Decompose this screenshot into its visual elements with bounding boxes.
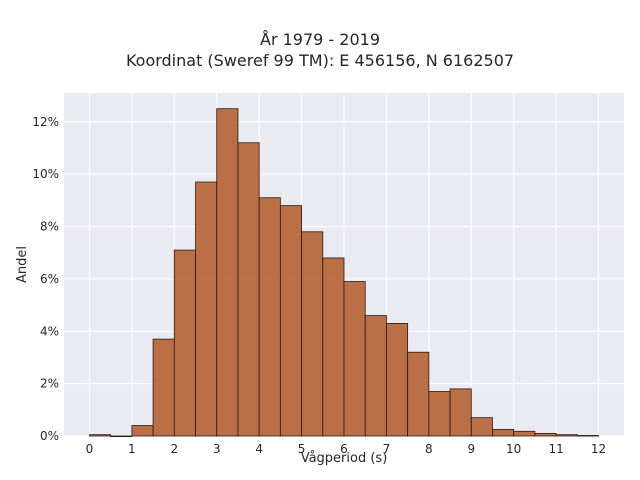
x-tick-label: 9 (467, 442, 475, 456)
histogram-bar (322, 257, 345, 437)
x-tick-label: 8 (425, 442, 433, 456)
y-axis-ticks: 0% 2% 4% 6% 8% 10% 12% (32, 115, 59, 443)
histogram-bar (258, 197, 281, 437)
histogram-bar (364, 315, 387, 437)
histogram-bar (279, 205, 302, 437)
x-tick-label: 11 (548, 442, 563, 456)
chart-subtitle: Koordinat (Sweref 99 TM): E 456156, N 61… (125, 51, 515, 70)
histogram-bar (131, 425, 154, 437)
x-tick-label: 3 (213, 442, 221, 456)
chart-title: År 1979 - 2019 (260, 30, 380, 49)
y-tick-label: 2% (40, 377, 59, 391)
histogram-bar (576, 435, 599, 437)
bars (89, 108, 599, 438)
histogram-bar (110, 435, 133, 438)
histogram-bar (89, 434, 112, 437)
histogram-bar (195, 181, 218, 437)
x-tick-label: 12 (591, 442, 606, 456)
histogram-bar (237, 142, 260, 437)
histogram-bar (555, 434, 578, 437)
y-tick-label: 8% (40, 220, 59, 234)
histogram-bar (173, 249, 196, 437)
x-tick-label: 7 (383, 442, 391, 456)
histogram-bar (407, 351, 430, 437)
histogram-bar (343, 281, 366, 437)
histogram-bar (470, 417, 493, 437)
histogram-bar (428, 391, 451, 437)
y-tick-label: 4% (40, 324, 59, 338)
x-tick-label: 4 (255, 442, 263, 456)
histogram-bar (513, 430, 536, 437)
y-tick-label: 10% (32, 167, 59, 181)
x-tick-label: 1 (128, 442, 136, 456)
histogram-bar (386, 323, 409, 437)
y-axis-label: Andel (15, 246, 30, 283)
histogram-bar (449, 388, 472, 437)
x-tick-label: 5 (298, 442, 306, 456)
y-tick-label: 12% (32, 115, 59, 129)
histogram-bar (492, 429, 515, 437)
histogram-bar (216, 108, 239, 437)
x-tick-label: 0 (86, 442, 94, 456)
histogram-bar (534, 432, 557, 437)
y-tick-label: 6% (40, 272, 59, 286)
histogram-bar (152, 338, 175, 437)
x-tick-label: 2 (170, 442, 178, 456)
x-tick-label: 6 (340, 442, 348, 456)
x-axis-ticks: 0 1 2 3 4 5 6 7 8 9 10 11 12 (86, 442, 607, 456)
x-tick-label: 10 (506, 442, 521, 456)
x-axis-label: Vågperiod (s) (301, 451, 388, 466)
y-tick-label: 0% (40, 429, 59, 443)
histogram-bar (301, 231, 324, 437)
